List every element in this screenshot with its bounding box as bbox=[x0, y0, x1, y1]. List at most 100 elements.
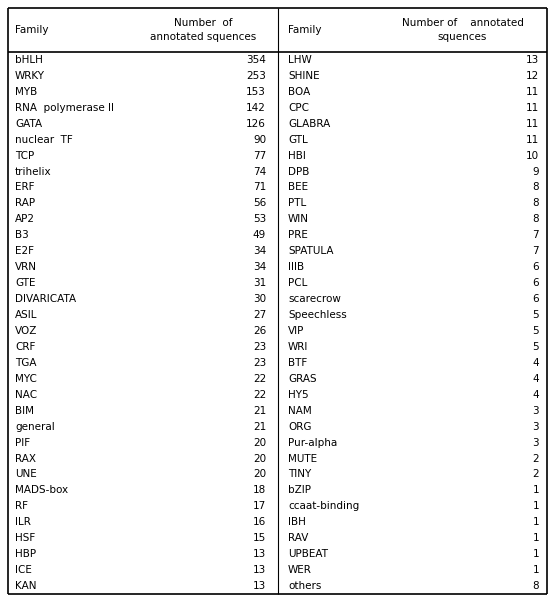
Text: 153: 153 bbox=[246, 87, 266, 97]
Text: 11: 11 bbox=[526, 103, 539, 113]
Text: IBH: IBH bbox=[288, 517, 306, 527]
Text: 11: 11 bbox=[526, 87, 539, 97]
Text: CPC: CPC bbox=[288, 103, 309, 113]
Text: Family: Family bbox=[288, 25, 321, 35]
Text: ERF: ERF bbox=[15, 183, 34, 192]
Text: 1: 1 bbox=[532, 486, 539, 495]
Text: DIVARICATA: DIVARICATA bbox=[15, 294, 76, 304]
Text: 74: 74 bbox=[253, 166, 266, 177]
Text: 7: 7 bbox=[532, 230, 539, 240]
Text: 142: 142 bbox=[246, 103, 266, 113]
Text: ASIL: ASIL bbox=[15, 310, 38, 320]
Text: 1: 1 bbox=[532, 549, 539, 559]
Text: 77: 77 bbox=[253, 151, 266, 160]
Text: UPBEAT: UPBEAT bbox=[288, 549, 328, 559]
Text: HBP: HBP bbox=[15, 549, 36, 559]
Text: general: general bbox=[15, 422, 55, 432]
Text: 34: 34 bbox=[253, 246, 266, 256]
Text: 13: 13 bbox=[253, 565, 266, 575]
Text: RNA  polymerase II: RNA polymerase II bbox=[15, 103, 114, 113]
Text: 20: 20 bbox=[253, 469, 266, 480]
Text: NAM: NAM bbox=[288, 406, 312, 416]
Text: 34: 34 bbox=[253, 262, 266, 272]
Text: VIP: VIP bbox=[288, 326, 304, 336]
Text: Number  of
annotated squences: Number of annotated squences bbox=[150, 19, 256, 41]
Text: Pur-alpha: Pur-alpha bbox=[288, 438, 337, 448]
Text: ICE: ICE bbox=[15, 565, 32, 575]
Text: 22: 22 bbox=[253, 374, 266, 384]
Text: BTF: BTF bbox=[288, 358, 307, 368]
Text: 23: 23 bbox=[253, 358, 266, 368]
Text: HY5: HY5 bbox=[288, 389, 309, 400]
Text: TGA: TGA bbox=[15, 358, 37, 368]
Text: SPATULA: SPATULA bbox=[288, 246, 334, 256]
Text: 2: 2 bbox=[532, 469, 539, 480]
Text: 1: 1 bbox=[532, 501, 539, 511]
Text: 13: 13 bbox=[526, 55, 539, 65]
Text: PTL: PTL bbox=[288, 198, 306, 209]
Text: 18: 18 bbox=[253, 486, 266, 495]
Text: 71: 71 bbox=[253, 183, 266, 192]
Text: PRE: PRE bbox=[288, 230, 308, 240]
Text: UNE: UNE bbox=[15, 469, 37, 480]
Text: WRI: WRI bbox=[288, 342, 309, 352]
Text: WER: WER bbox=[288, 565, 312, 575]
Text: VOZ: VOZ bbox=[15, 326, 37, 336]
Text: 8: 8 bbox=[532, 183, 539, 192]
Text: BEE: BEE bbox=[288, 183, 308, 192]
Text: 20: 20 bbox=[253, 438, 266, 448]
Text: B3: B3 bbox=[15, 230, 29, 240]
Text: trihelix: trihelix bbox=[15, 166, 52, 177]
Text: 56: 56 bbox=[253, 198, 266, 209]
Text: GRAS: GRAS bbox=[288, 374, 316, 384]
Text: 3: 3 bbox=[532, 438, 539, 448]
Text: BIM: BIM bbox=[15, 406, 34, 416]
Text: 21: 21 bbox=[253, 422, 266, 432]
Text: RAX: RAX bbox=[15, 454, 36, 463]
Text: 4: 4 bbox=[532, 374, 539, 384]
Text: 90: 90 bbox=[253, 135, 266, 145]
Text: VRN: VRN bbox=[15, 262, 37, 272]
Text: 354: 354 bbox=[246, 55, 266, 65]
Text: 13: 13 bbox=[253, 581, 266, 591]
Text: 4: 4 bbox=[532, 358, 539, 368]
Text: 253: 253 bbox=[246, 71, 266, 81]
Text: CRF: CRF bbox=[15, 342, 36, 352]
Text: HBI: HBI bbox=[288, 151, 306, 160]
Text: nuclear  TF: nuclear TF bbox=[15, 135, 73, 145]
Text: 10: 10 bbox=[526, 151, 539, 160]
Text: 1: 1 bbox=[532, 533, 539, 543]
Text: MYB: MYB bbox=[15, 87, 37, 97]
Text: RAP: RAP bbox=[15, 198, 35, 209]
Text: DPB: DPB bbox=[288, 166, 309, 177]
Text: SHINE: SHINE bbox=[288, 71, 320, 81]
Text: PIF: PIF bbox=[15, 438, 30, 448]
Text: 126: 126 bbox=[246, 119, 266, 129]
Text: GTE: GTE bbox=[15, 278, 36, 288]
Text: 11: 11 bbox=[526, 135, 539, 145]
Text: PCL: PCL bbox=[288, 278, 307, 288]
Text: 7: 7 bbox=[532, 246, 539, 256]
Text: GATA: GATA bbox=[15, 119, 42, 129]
Text: Family: Family bbox=[15, 25, 48, 35]
Text: WRKY: WRKY bbox=[15, 71, 45, 81]
Text: 13: 13 bbox=[253, 549, 266, 559]
Text: HSF: HSF bbox=[15, 533, 36, 543]
Text: 5: 5 bbox=[532, 342, 539, 352]
Text: WIN: WIN bbox=[288, 215, 309, 224]
Text: 4: 4 bbox=[532, 389, 539, 400]
Text: ORG: ORG bbox=[288, 422, 311, 432]
Text: 30: 30 bbox=[253, 294, 266, 304]
Text: 49: 49 bbox=[253, 230, 266, 240]
Text: GLABRA: GLABRA bbox=[288, 119, 330, 129]
Text: bHLH: bHLH bbox=[15, 55, 43, 65]
Text: MUTE: MUTE bbox=[288, 454, 317, 463]
Text: TCP: TCP bbox=[15, 151, 34, 160]
Text: MYC: MYC bbox=[15, 374, 37, 384]
Text: 1: 1 bbox=[532, 517, 539, 527]
Text: ccaat-binding: ccaat-binding bbox=[288, 501, 359, 511]
Text: 12: 12 bbox=[526, 71, 539, 81]
Text: 6: 6 bbox=[532, 262, 539, 272]
Text: 9: 9 bbox=[532, 166, 539, 177]
Text: 3: 3 bbox=[532, 406, 539, 416]
